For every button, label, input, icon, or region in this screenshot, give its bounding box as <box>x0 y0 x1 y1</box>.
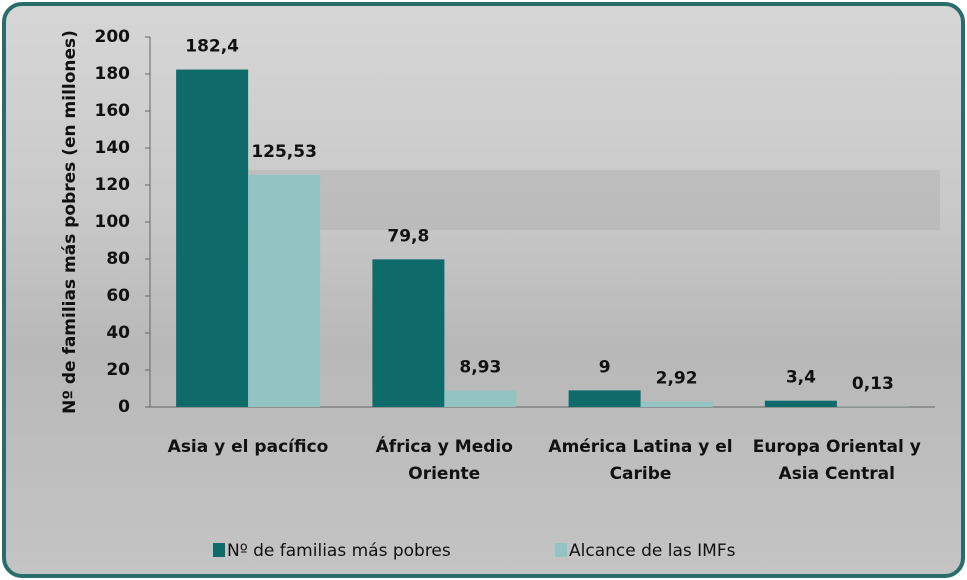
legend-label: Alcance de las IMFs <box>569 541 736 561</box>
bar <box>444 390 517 407</box>
y-tick-label: 120 <box>95 175 131 195</box>
bar <box>248 174 321 407</box>
legend-swatch <box>555 543 567 557</box>
y-tick-label: 160 <box>95 101 131 121</box>
value-label: 182,4 <box>185 37 239 57</box>
value-label: 79,8 <box>387 226 429 246</box>
value-label: 0,13 <box>852 374 894 394</box>
bar <box>640 401 713 407</box>
x-tick-label: América Latina y el Caribe <box>548 437 733 484</box>
bar <box>176 69 249 407</box>
x-tick-label: Asia y el pacífico <box>167 437 329 457</box>
y-tick-label: 180 <box>95 64 131 84</box>
y-tick-label: 20 <box>106 360 130 380</box>
y-tick-label: 200 <box>95 27 131 47</box>
x-tick-label: Europa Oriental y Asia Central <box>752 437 921 484</box>
y-tick-label: 100 <box>95 212 131 232</box>
value-label: 2,92 <box>656 369 698 389</box>
value-label: 9 <box>599 357 611 377</box>
bar <box>568 390 641 407</box>
x-tick-label: África y Medio Oriente <box>375 437 513 484</box>
y-axis-title: Nº de familias más pobres (en millones) <box>60 30 80 414</box>
legend-swatch <box>213 543 225 557</box>
y-tick-label: 140 <box>95 138 131 158</box>
y-tick-label: 0 <box>118 397 130 417</box>
legend-label: Nº de familias más pobres <box>227 541 451 561</box>
value-label: 3,4 <box>786 368 816 388</box>
bar <box>372 259 445 407</box>
y-tick-label: 60 <box>106 286 130 306</box>
bar <box>764 400 837 407</box>
value-label: 125,53 <box>251 142 317 162</box>
y-tick-label: 40 <box>106 323 130 343</box>
value-label: 8,93 <box>459 357 501 377</box>
y-tick-label: 80 <box>106 249 130 269</box>
